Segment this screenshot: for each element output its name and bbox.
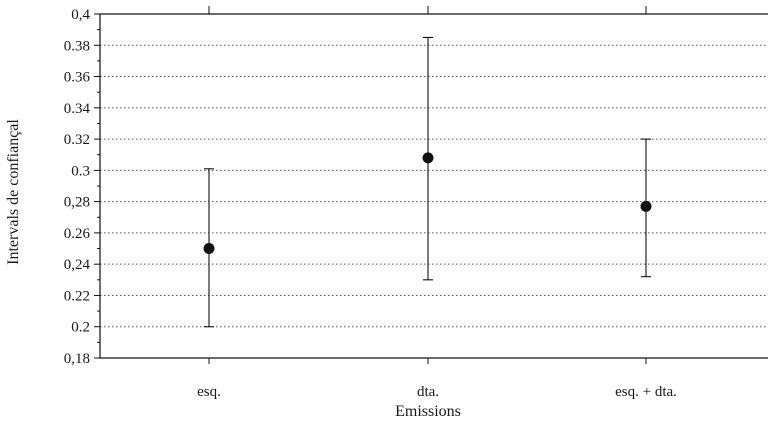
data-series	[203, 36, 652, 328]
y-tick-label: 0.22	[64, 288, 90, 304]
x-category-label: esq.	[197, 384, 221, 400]
x-axis-title: Emissions	[395, 403, 461, 420]
y-tick-label: 0.36	[64, 70, 91, 86]
y-tick-label: 0.2	[71, 320, 90, 336]
data-point	[422, 152, 434, 164]
data-point	[640, 200, 652, 212]
plot-frame	[99, 13, 768, 359]
y-tick-label: 0,18	[64, 351, 90, 367]
x-category-label: dta.	[417, 384, 439, 400]
y-tick-label: 0,24	[64, 257, 91, 273]
x-category-label: esq. + dta.	[615, 384, 677, 400]
y-axis-ticks: 0,18 0.2 0.22 0,24 0.26 0,28 0.3 0.32 0.34 0.36 0.…	[64, 7, 100, 367]
y-tick-label: 0.26	[64, 226, 91, 242]
y-tick-label: 0,28	[64, 195, 90, 211]
x-axis-categories: esq. dta. esq. + dta.	[197, 6, 677, 400]
y-tick-label: 0,4	[71, 7, 90, 23]
y-tick-label: 0.34	[64, 101, 91, 117]
y-tick-label: 0.32	[64, 132, 90, 148]
y-axis-title: Intervals de confiançal	[5, 119, 22, 265]
y-tick-label: 0.3	[71, 163, 90, 179]
grid-lines	[100, 44, 768, 328]
y-tick-label: 0.38	[64, 38, 90, 54]
data-point	[203, 243, 215, 255]
